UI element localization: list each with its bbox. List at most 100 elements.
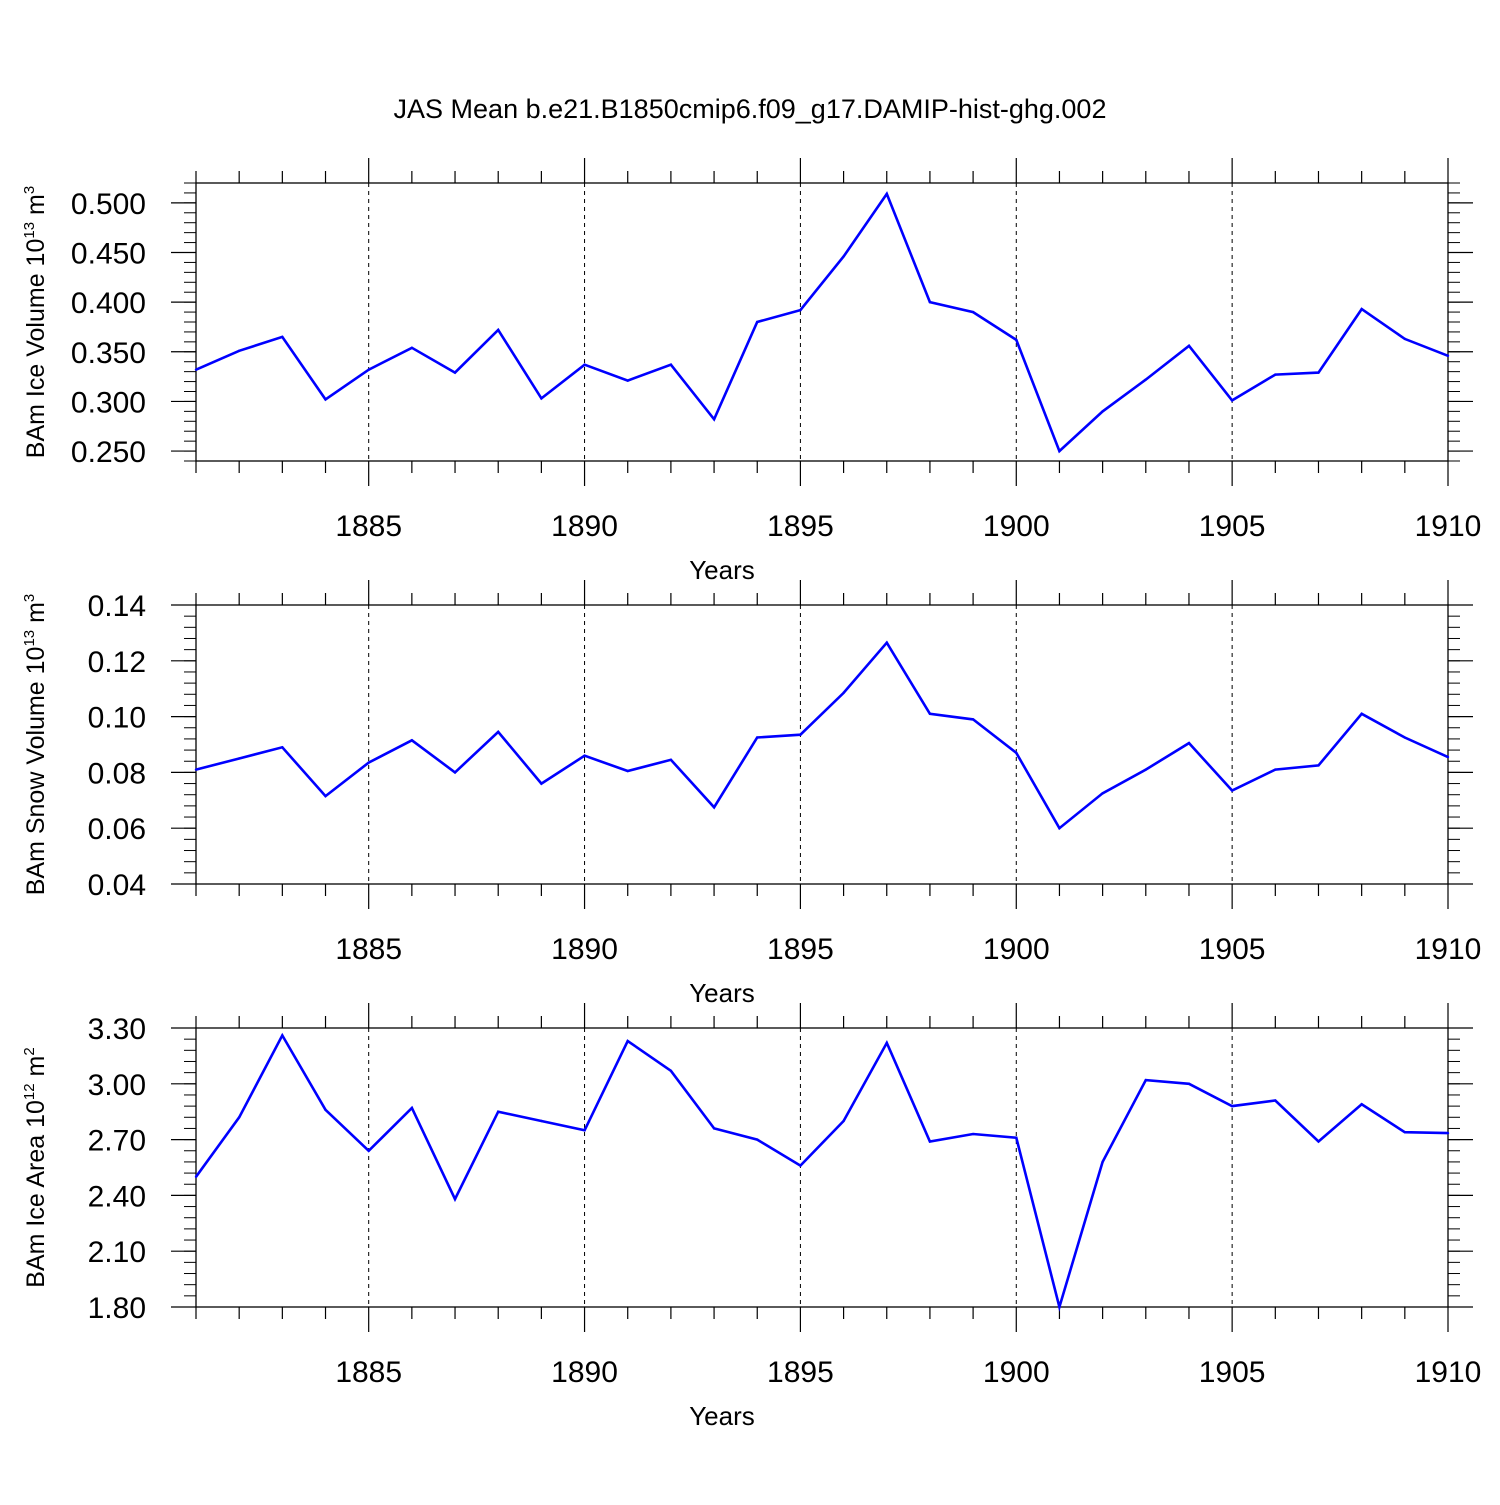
- data-point: [1403, 736, 1407, 739]
- data-point: [194, 368, 198, 371]
- x-tick-label: 1885: [335, 1356, 402, 1389]
- data-point: [1446, 354, 1450, 357]
- y-tick-label: 2.40: [88, 1180, 146, 1213]
- data-point: [885, 192, 888, 196]
- y-axis-label: BAm Ice Area 1012 m2: [21, 1047, 50, 1287]
- data-point: [1058, 449, 1061, 453]
- data-point: [928, 712, 932, 716]
- data-point: [410, 739, 414, 742]
- x-tick-label: 1885: [335, 933, 402, 966]
- data-point: [1274, 373, 1277, 376]
- y-tick-label: 3.00: [88, 1069, 146, 1102]
- data-point: [626, 1039, 629, 1043]
- data-point: [712, 418, 716, 421]
- data-point: [1230, 1104, 1234, 1108]
- data-point: [497, 328, 500, 332]
- data-point: [324, 1108, 327, 1112]
- data-point: [1101, 1160, 1104, 1164]
- x-tick-label: 1890: [551, 510, 618, 543]
- data-point: [1274, 1099, 1277, 1102]
- data-point: [971, 1132, 975, 1136]
- y-tick-label: 0.450: [71, 238, 146, 271]
- data-point: [885, 641, 888, 644]
- data-point: [1144, 1078, 1147, 1082]
- data-point: [583, 754, 586, 757]
- series-line: [195, 191, 1449, 454]
- y-tick-label: 0.06: [88, 813, 146, 846]
- x-tick-label: 1900: [983, 510, 1050, 543]
- data-point: [453, 371, 457, 374]
- data-point: [367, 368, 370, 371]
- data-point: [1360, 1103, 1363, 1106]
- data-point: [1446, 755, 1450, 759]
- data-point: [842, 255, 845, 258]
- data-point: [1187, 344, 1191, 348]
- data-point: [1058, 827, 1061, 830]
- data-point: [1144, 768, 1147, 771]
- y-tick-label: 0.400: [71, 287, 146, 320]
- data-point: [756, 320, 759, 324]
- data-point: [583, 363, 586, 366]
- data-point: [1317, 764, 1320, 767]
- data-point: [410, 346, 414, 350]
- y-tick-label: 0.300: [71, 386, 146, 419]
- data-point: [1230, 399, 1234, 402]
- plot-frame: [195, 604, 1449, 885]
- data-point: [842, 1119, 845, 1123]
- data-point: [453, 1197, 457, 1201]
- data-point: [885, 1041, 888, 1045]
- y-tick-label: 0.12: [88, 646, 146, 679]
- data-point: [799, 308, 802, 312]
- y-tick-label: 0.350: [71, 337, 146, 370]
- x-tick-label: 1900: [983, 1356, 1050, 1389]
- data-point: [1187, 1082, 1191, 1086]
- data-point: [453, 771, 457, 774]
- data-point: [928, 1140, 932, 1143]
- data-point: [669, 363, 673, 366]
- y-axis-label: BAm Snow Volume 1013 m3: [21, 594, 50, 896]
- data-point: [1403, 1130, 1407, 1134]
- x-tick-label: 1910: [1415, 1356, 1482, 1389]
- data-point: [1403, 337, 1407, 341]
- data-point: [1274, 768, 1277, 771]
- x-axis-label: Years: [689, 978, 755, 1008]
- y-tick-label: 0.14: [88, 590, 146, 623]
- data-point: [1101, 792, 1104, 795]
- y-tick-label: 0.08: [88, 757, 146, 790]
- data-point: [497, 730, 500, 734]
- data-point: [410, 1106, 414, 1110]
- data-point: [1360, 712, 1363, 716]
- data-point: [367, 1149, 370, 1152]
- data-point: [971, 310, 975, 314]
- x-tick-label: 1905: [1199, 933, 1266, 966]
- data-point: [237, 349, 241, 352]
- panel-ice-area: 1.80 2.10 2.40 2.70 3.00 3.30 1885 1890 1895 1900…: [21, 1003, 1481, 1431]
- data-point: [669, 758, 673, 762]
- y-tick-label: 2.10: [88, 1236, 146, 1269]
- y-tick-label: 3.30: [88, 1013, 146, 1046]
- data-point: [799, 1164, 802, 1167]
- data-point: [281, 335, 284, 339]
- data-point: [626, 769, 629, 773]
- data-point: [367, 761, 370, 764]
- data-point: [1317, 371, 1320, 374]
- data-point: [842, 691, 845, 695]
- y-axis-label: BAm Ice Volume 1013 m3: [21, 186, 50, 458]
- data-point: [1446, 1131, 1450, 1135]
- data-point: [712, 806, 716, 809]
- data-point: [194, 768, 198, 771]
- plot-frame: [195, 1027, 1449, 1308]
- data-point: [1015, 751, 1018, 755]
- data-point: [799, 733, 802, 736]
- series-line: [195, 640, 1449, 831]
- data-point: [583, 1129, 586, 1132]
- data-point: [324, 794, 327, 798]
- x-tick-label: 1890: [551, 1356, 618, 1389]
- data-point: [626, 379, 629, 382]
- data-point: [1144, 378, 1147, 381]
- data-point: [669, 1069, 673, 1072]
- data-point: [1101, 410, 1104, 413]
- data-point: [1015, 1136, 1018, 1139]
